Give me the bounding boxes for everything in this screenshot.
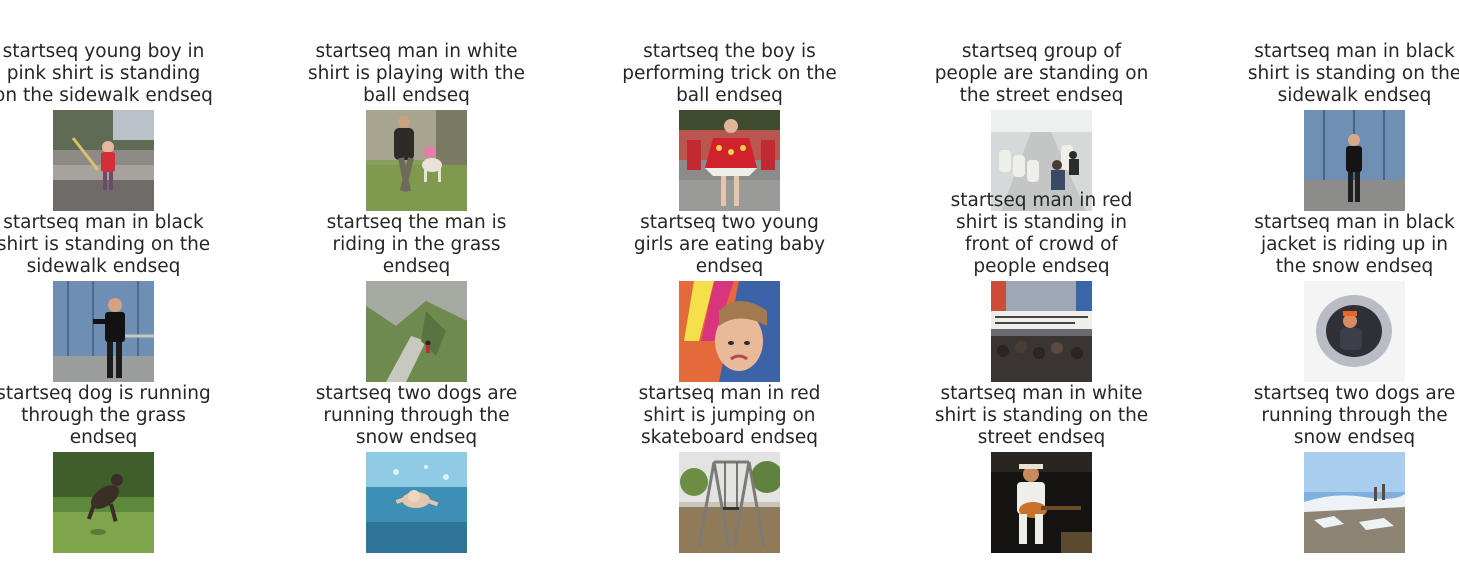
swing-set-playground-image — [679, 452, 780, 553]
panel-caption: startseq two dogs are running through th… — [1253, 383, 1456, 448]
crowd-with-banner-image — [991, 281, 1092, 382]
girls-red-costume-parade-image — [679, 110, 780, 211]
boy-black-shirt-glass-building-image — [1304, 110, 1405, 211]
person-in-snow-tunnel-image — [1304, 281, 1405, 382]
boy-black-shirt-glass-building-image — [53, 281, 154, 382]
panel-14: startseq man in white shirt is standing … — [935, 383, 1148, 553]
panel-caption: startseq the man is riding in the grass … — [326, 212, 507, 277]
boy-pink-shirt-sidewalk-image — [53, 110, 154, 211]
panel-caption: startseq man in white shirt is playing w… — [307, 41, 526, 106]
panel-7: startseq the man is riding in the grass … — [327, 212, 506, 382]
guitarist-on-stage-image — [991, 452, 1092, 553]
panel-13: startseq man in red shirt is jumping on … — [639, 383, 820, 553]
panel-15: startseq two dogs are running through th… — [1254, 383, 1455, 553]
panel-2: startseq man in white shirt is playing w… — [308, 41, 525, 211]
panel-5: startseq man in black shirt is standing … — [1248, 41, 1459, 211]
panel-8: startseq two young girls are eating baby… — [634, 212, 825, 382]
panel-caption: startseq dog is running through the gras… — [0, 383, 211, 448]
panel-10: startseq man in black jacket is riding u… — [1254, 212, 1455, 382]
panel-caption: startseq man in red shirt is standing in… — [950, 190, 1133, 277]
panel-caption: startseq man in red shirt is jumping on … — [638, 383, 821, 448]
panel-caption: startseq the boy is performing trick on … — [622, 41, 837, 106]
people-seated-train-image — [991, 110, 1092, 211]
panel-caption: startseq man in black shirt is standing … — [0, 212, 211, 277]
panel-6: startseq man in black shirt is standing … — [0, 212, 210, 382]
panel-caption: startseq man in white shirt is standing … — [934, 383, 1149, 448]
panel-11: startseq dog is running through the gras… — [0, 383, 211, 553]
panel-caption: startseq man in black jacket is riding u… — [1254, 212, 1455, 277]
child-swimming-underwater-image — [366, 452, 467, 553]
panel-4: startseq group of people are standing on… — [935, 41, 1148, 211]
panel-caption: startseq two young girls are eating baby… — [633, 212, 826, 277]
girl-upside-down-image — [679, 281, 780, 382]
dog-jumping-grass-image — [53, 452, 154, 553]
panel-9: startseq man in red shirt is standing in… — [951, 190, 1132, 382]
panel-caption: startseq two dogs are running through th… — [315, 383, 518, 448]
panel-12: startseq two dogs are running through th… — [316, 383, 517, 553]
panel-1: startseq young boy in pink shirt is stan… — [0, 41, 213, 211]
panel-3: startseq the boy is performing trick on … — [622, 41, 837, 211]
panel-caption: startseq group of people are standing on… — [934, 41, 1149, 106]
hiker-mountain-valley-image — [366, 281, 467, 382]
man-dog-grass-image — [366, 110, 467, 211]
panel-caption: startseq man in black shirt is standing … — [1247, 41, 1459, 106]
beach-with-snow-image — [1304, 452, 1405, 553]
panel-caption: startseq young boy in pink shirt is stan… — [0, 41, 213, 106]
